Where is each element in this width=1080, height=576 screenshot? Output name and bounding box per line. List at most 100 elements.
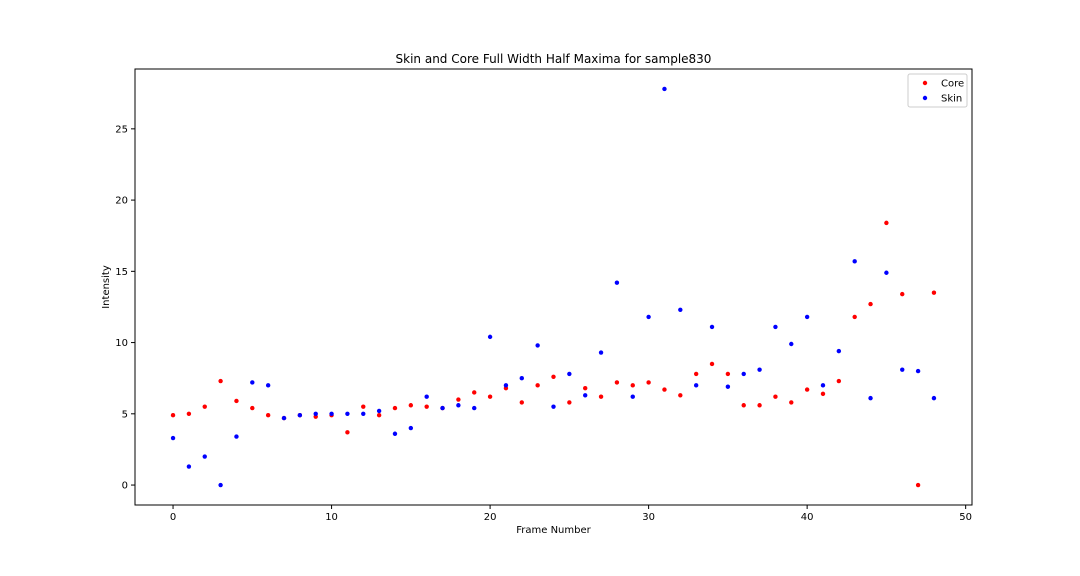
legend-marker-skin: [922, 95, 928, 101]
y-tick-label: 10: [115, 338, 128, 349]
skin-point: [709, 324, 715, 330]
core-point: [456, 397, 461, 402]
core-point: [361, 404, 366, 409]
core-point: [218, 378, 223, 384]
core-point: [250, 405, 255, 411]
legend-marker-core: [922, 80, 928, 86]
core-point: [392, 405, 398, 411]
core-point: [852, 314, 857, 320]
skin-point: [598, 350, 604, 355]
skin-point: [678, 307, 683, 312]
core-point: [583, 385, 588, 391]
core-point: [820, 391, 826, 397]
skin-point: [836, 348, 842, 354]
legend-box: [907, 73, 968, 108]
core-point: [535, 383, 540, 388]
core-point: [804, 387, 810, 392]
core-point: [900, 291, 905, 297]
skin-point: [234, 434, 239, 439]
skin-point: [313, 411, 318, 417]
x-tick-label: 40: [801, 512, 814, 523]
skin-point: [250, 380, 255, 385]
skin-point: [646, 314, 651, 320]
y-tick-label: 15: [115, 267, 128, 278]
skin-point: [757, 367, 762, 372]
skin-point: [487, 334, 493, 340]
y-axis-label: Intensity: [101, 265, 112, 309]
skin-point: [265, 383, 271, 388]
x-tick-label: 50: [959, 512, 972, 523]
y-tick-label: 0: [122, 481, 128, 492]
x-tick-label: 30: [642, 512, 655, 523]
core-point: [836, 378, 842, 384]
x-tick-label: 20: [484, 512, 497, 523]
core-point: [693, 371, 699, 377]
skin-point: [583, 393, 588, 398]
skin-point: [440, 405, 445, 411]
skin-point: [329, 411, 334, 417]
plot-area: [135, 69, 972, 505]
core-point: [376, 413, 382, 418]
skin-point: [884, 270, 889, 275]
skin-point: [852, 259, 857, 264]
skin-point: [868, 395, 873, 401]
legend: Core Skin: [907, 73, 968, 108]
core-point: [186, 411, 192, 417]
skin-point: [900, 367, 905, 372]
core-point: [234, 398, 239, 404]
y-tick-label: 25: [115, 124, 128, 135]
skin-point: [392, 431, 398, 436]
x-tick-label: 10: [325, 512, 338, 523]
x-axis-ticks: 0 10 20 30 40 50: [170, 505, 972, 523]
skin-point: [218, 482, 223, 488]
core-point: [915, 482, 921, 488]
core-point: [789, 400, 794, 405]
core-point: [741, 403, 746, 408]
x-axis-label: Frame Number: [516, 525, 591, 536]
core-point: [408, 403, 414, 408]
skin-point: [202, 454, 207, 459]
core-point: [170, 413, 176, 418]
core-point: [472, 390, 477, 395]
core-point: [931, 290, 937, 295]
core-point: [598, 394, 604, 399]
skin-point: [662, 86, 667, 92]
core-point: [662, 387, 667, 392]
core-point: [678, 393, 683, 398]
y-tick-label: 5: [122, 409, 128, 420]
skin-point: [186, 464, 192, 469]
core-point: [202, 404, 207, 409]
core-point: [614, 380, 620, 385]
core-point: [345, 430, 350, 435]
skin-point: [456, 403, 461, 408]
core-point: [519, 400, 524, 405]
core-point: [265, 413, 271, 418]
skin-point: [741, 371, 746, 377]
core-point: [757, 403, 762, 408]
legend-label-core: Core: [941, 79, 964, 90]
core-point: [725, 371, 731, 377]
skin-point: [503, 383, 509, 388]
y-axis-ticks: 0 5 10 15 20 25: [115, 124, 135, 492]
skin-point: [519, 375, 524, 381]
core-point: [487, 394, 493, 399]
core-point: [868, 301, 873, 307]
x-tick-label: 0: [170, 512, 176, 523]
skin-point: [408, 425, 414, 431]
core-point: [424, 404, 429, 409]
skin-point: [170, 435, 176, 441]
y-tick-label: 20: [115, 196, 128, 207]
skin-point: [804, 314, 810, 320]
skin-point: [693, 383, 699, 388]
skin-point: [345, 411, 350, 417]
skin-point: [725, 384, 731, 389]
data-points: [170, 86, 937, 488]
core-point: [884, 220, 889, 226]
skin-point: [424, 394, 429, 399]
skin-point: [281, 415, 287, 421]
core-point: [567, 400, 572, 405]
skin-point: [551, 404, 556, 409]
skin-point: [931, 395, 937, 401]
chart-title: Skin and Core Full Width Half Maxima for…: [396, 52, 712, 66]
skin-point: [789, 341, 794, 347]
